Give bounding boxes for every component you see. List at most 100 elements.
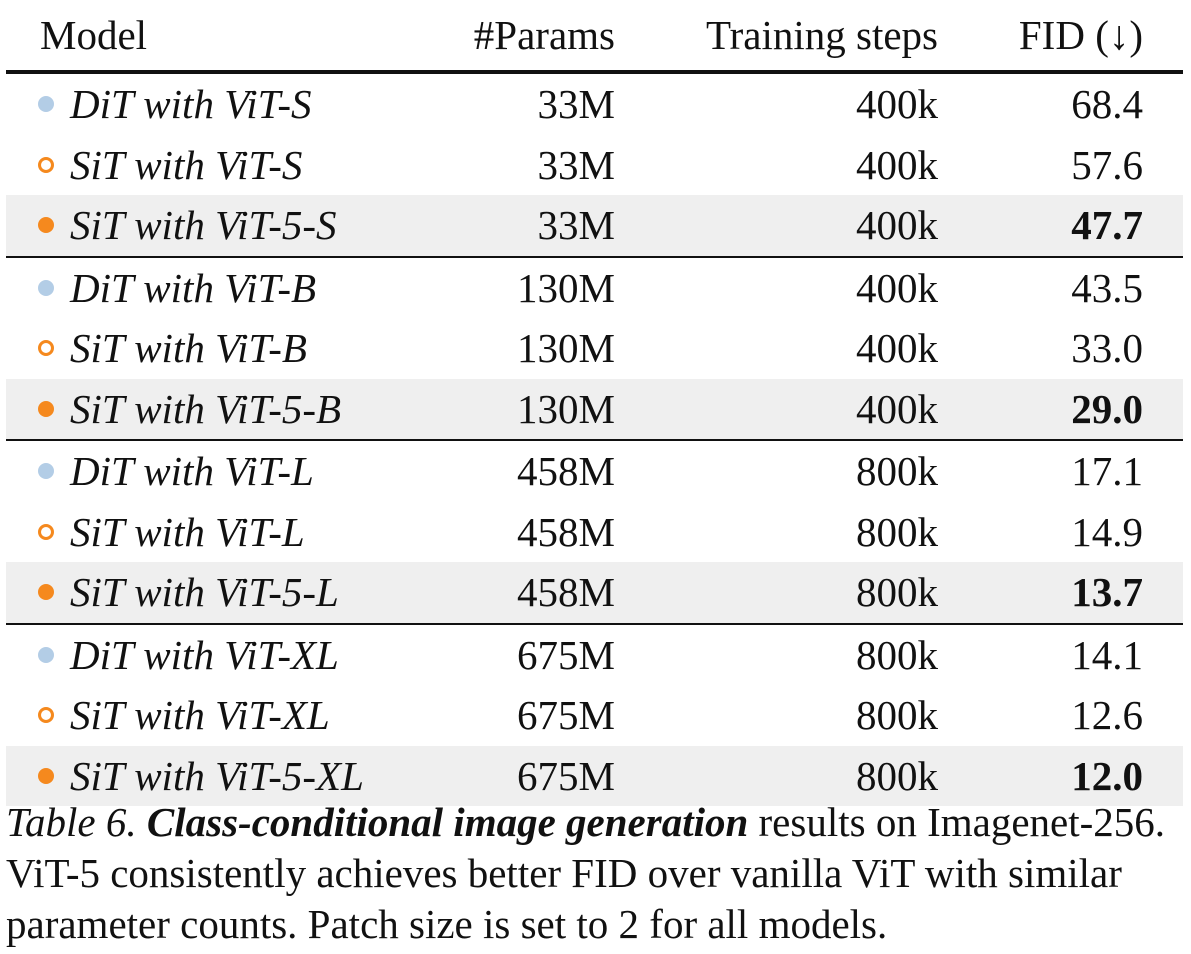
steps-cell: 800k <box>856 746 938 807</box>
header-fid: FID (↓) <box>1018 12 1143 58</box>
fid-cell-text: 14.9 <box>1071 508 1143 555</box>
model-cell: SiT with ViT-B <box>70 318 307 379</box>
steps-cell-text: 800k <box>856 569 938 616</box>
model-cell: SiT with ViT-5-XL <box>70 746 364 807</box>
header-steps: Training steps <box>706 12 938 58</box>
params-cell: 458M <box>517 441 615 502</box>
fid-cell: 29.0 <box>1071 379 1143 440</box>
params-cell-text: 130M <box>517 325 615 372</box>
results-table: Model #Params Training steps FID (↓) DiT… <box>6 0 1183 806</box>
filled-circle-icon <box>38 463 54 480</box>
steps-cell: 800k <box>856 625 938 686</box>
hollow-circle-icon <box>38 156 54 173</box>
model-cell: SiT with ViT-5-B <box>70 379 341 440</box>
steps-cell: 400k <box>856 135 938 196</box>
model-cell-text: DiT with ViT-S <box>70 81 312 128</box>
table-row: DiT with ViT-XL 675M 800k 14.1 <box>6 622 1183 686</box>
steps-cell-text: 800k <box>856 508 938 555</box>
params-cell-text: 33M <box>537 141 615 188</box>
hollow-circle-icon <box>38 340 54 357</box>
fid-cell: 12.0 <box>1071 746 1143 807</box>
params-cell: 33M <box>538 74 615 135</box>
table-row: SiT with ViT-5-S 33M 400k 47.7 <box>6 195 1183 256</box>
model-cell-text: SiT with ViT-5-B <box>70 385 342 432</box>
params-cell-text: 458M <box>517 448 615 495</box>
steps-cell-text: 800k <box>856 448 938 495</box>
params-cell-text: 458M <box>517 508 615 555</box>
fid-cell: 47.7 <box>1071 195 1143 256</box>
fid-cell: 13.7 <box>1071 562 1143 623</box>
params-cell-text: 33M <box>537 81 615 128</box>
steps-cell: 800k <box>856 562 938 623</box>
table-row: SiT with ViT-5-XL 675M 800k 12.0 <box>6 745 1183 807</box>
steps-cell: 800k <box>856 502 938 563</box>
params-cell: 458M <box>517 502 615 563</box>
steps-cell-text: 800k <box>856 631 938 678</box>
model-cell-text: SiT with ViT-5-L <box>70 569 339 616</box>
fid-cell: 12.6 <box>1071 685 1143 746</box>
params-cell-text: 675M <box>517 752 615 799</box>
table-header: Model #Params Training steps FID (↓) <box>6 0 1183 74</box>
steps-cell: 400k <box>856 195 938 256</box>
fid-cell-text: 13.7 <box>1071 569 1143 616</box>
fid-cell-text: 14.1 <box>1071 631 1143 678</box>
model-cell: SiT with ViT-L <box>70 502 305 563</box>
params-cell: 33M <box>538 195 615 256</box>
caption-label: Table 6. <box>6 799 137 845</box>
model-cell: DiT with ViT-S <box>70 74 312 135</box>
table-row: SiT with ViT-B 130M 400k 33.0 <box>6 318 1183 379</box>
steps-cell-text: 800k <box>856 752 938 799</box>
model-cell: SiT with ViT-5-S <box>70 195 337 256</box>
fid-cell-text: 17.1 <box>1071 448 1143 495</box>
model-cell-text: SiT with ViT-L <box>70 508 305 555</box>
table-row: SiT with ViT-5-B 130M 400k 29.0 <box>6 378 1183 440</box>
fid-cell-text: 33.0 <box>1071 325 1143 372</box>
steps-cell: 400k <box>856 74 938 135</box>
params-cell-text: 130M <box>517 385 615 432</box>
model-cell-text: DiT with ViT-XL <box>70 631 339 678</box>
fid-cell-text: 68.4 <box>1071 81 1143 128</box>
model-cell-text: DiT with ViT-B <box>70 264 317 311</box>
table-row: SiT with ViT-S 33M 400k 57.6 <box>6 135 1183 196</box>
fid-cell: 33.0 <box>1071 318 1143 379</box>
caption-text: results on Imagenet-256. ViT-5 consisten… <box>6 799 1166 947</box>
params-cell-text: 675M <box>517 692 615 739</box>
fid-cell: 14.1 <box>1071 625 1143 686</box>
filled-circle-icon <box>38 400 54 417</box>
hollow-circle-icon <box>38 707 54 724</box>
filled-circle-icon <box>38 279 54 296</box>
model-cell: DiT with ViT-L <box>70 441 314 502</box>
steps-cell: 400k <box>856 379 938 440</box>
table-row: DiT with ViT-L 458M 800k 17.1 <box>6 439 1183 502</box>
steps-cell-text: 400k <box>856 141 938 188</box>
steps-cell-text: 400k <box>856 385 938 432</box>
table-body: DiT with ViT-S 33M 400k 68.4 SiT with ViT-S 3… <box>6 74 1183 806</box>
params-cell-text: 458M <box>517 569 615 616</box>
steps-cell: 400k <box>856 318 938 379</box>
table-row: DiT with ViT-S 33M 400k 68.4 <box>6 74 1183 135</box>
fid-cell-text: 47.7 <box>1071 202 1143 249</box>
model-cell: DiT with ViT-XL <box>70 625 339 686</box>
table-row: SiT with ViT-XL 675M 800k 12.6 <box>6 685 1183 746</box>
steps-cell-text: 800k <box>856 692 938 739</box>
steps-cell: 800k <box>856 441 938 502</box>
fid-cell: 14.9 <box>1071 502 1143 563</box>
model-cell-text: SiT with ViT-XL <box>70 692 330 739</box>
model-cell-text: DiT with ViT-L <box>70 448 314 495</box>
table-row: DiT with ViT-B 130M 400k 43.5 <box>6 255 1183 319</box>
fid-cell-text: 29.0 <box>1071 385 1143 432</box>
steps-cell: 800k <box>856 685 938 746</box>
params-cell: 130M <box>517 379 615 440</box>
filled-circle-icon <box>38 646 54 663</box>
params-cell: 130M <box>517 258 615 319</box>
table-row: SiT with ViT-5-L 458M 800k 13.7 <box>6 562 1183 623</box>
header-model: Model <box>40 12 148 58</box>
filled-circle-icon <box>38 767 54 784</box>
params-cell-text: 33M <box>537 202 615 249</box>
params-cell: 130M <box>517 318 615 379</box>
filled-circle-icon <box>38 96 54 113</box>
model-cell-text: SiT with ViT-5-S <box>70 202 337 249</box>
model-cell: DiT with ViT-B <box>70 258 316 319</box>
fid-cell-text: 43.5 <box>1071 264 1143 311</box>
params-cell-text: 675M <box>517 631 615 678</box>
